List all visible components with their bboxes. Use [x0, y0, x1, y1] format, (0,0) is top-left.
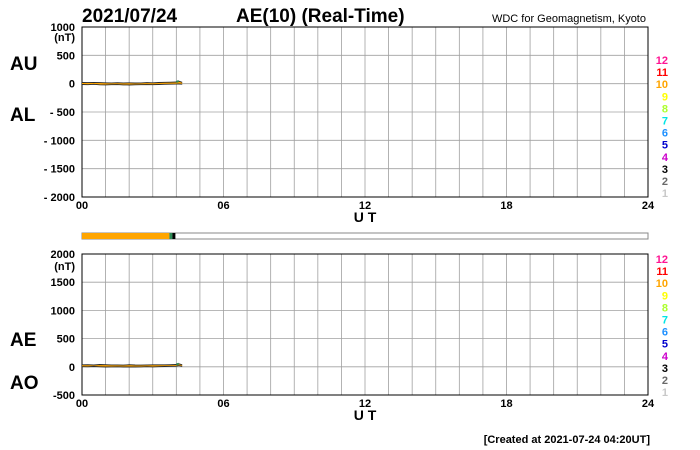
legend-level-7: 7: [662, 315, 668, 327]
y-tick-label: 2000: [51, 249, 75, 261]
date-title: 2021/07/24: [82, 6, 178, 27]
y-tick-label: 500: [57, 50, 75, 62]
chart-title: AE(10) (Real-Time): [236, 6, 405, 27]
legend-level-4: 4: [662, 351, 669, 363]
y-tick-label: - 2000: [44, 192, 75, 204]
series-band: [82, 363, 183, 367]
y-tick-label: - 1000: [44, 135, 75, 147]
y-tick-label: 500: [57, 334, 75, 346]
al-label: AL: [10, 105, 36, 126]
x-tick-label: 12: [359, 200, 371, 212]
legend-level-10: 10: [656, 278, 668, 290]
y-tick-label: 1500: [51, 277, 75, 289]
ae-label: AE: [10, 330, 36, 351]
y-tick-label: 0: [69, 79, 75, 91]
legend-level-8: 8: [662, 302, 668, 314]
y-tick-label: - 500: [50, 107, 75, 119]
unit-label-bottom: (nT): [54, 261, 75, 273]
x-axis-label: U T: [354, 209, 377, 225]
x-tick-label: 18: [500, 398, 512, 410]
latest-segment: [175, 362, 180, 366]
legend-level-3: 3: [662, 363, 668, 375]
legend-level-5: 5: [662, 140, 668, 152]
y-tick-label: 1000: [51, 22, 75, 34]
x-tick-label: 00: [76, 398, 88, 410]
legend-level-7: 7: [662, 116, 668, 128]
unit-label-top: (nT): [54, 32, 75, 44]
x-tick-label: 12: [359, 398, 371, 410]
legend-level-3: 3: [662, 164, 668, 176]
ao-label: AO: [10, 373, 39, 394]
legend-level-1: 1: [662, 188, 668, 200]
series-line-1: [81, 83, 183, 86]
legend-level-12: 12: [656, 55, 668, 67]
series-line-1: [81, 365, 183, 368]
plot-frame: [81, 26, 649, 198]
latest-segment: [175, 80, 180, 83]
legend-level-8: 8: [662, 103, 668, 115]
plot-frame: [81, 253, 649, 396]
x-tick-label: 00: [76, 200, 88, 212]
legend-level-9: 9: [662, 290, 668, 302]
legend-level-11: 11: [656, 67, 668, 79]
series-line-0: [81, 363, 183, 366]
coverage-fill-edge: [172, 233, 176, 239]
x-tick-label: 18: [500, 200, 512, 212]
au-label: AU: [10, 54, 37, 75]
y-tick-label: -500: [53, 390, 75, 402]
legend-level-12: 12: [656, 254, 668, 266]
x-tick-label: 24: [642, 398, 655, 410]
x-tick-label: 06: [217, 398, 229, 410]
data-coverage-bar: [81, 232, 649, 240]
legend-level-9: 9: [662, 91, 668, 103]
y-tick-label: 1000: [51, 305, 75, 317]
coverage-fill: [82, 233, 170, 239]
x-axis-label: U T: [354, 407, 377, 423]
legend-level-5: 5: [662, 339, 668, 351]
coverage-fill-recent: [169, 233, 173, 239]
legend-level-6: 6: [662, 327, 668, 339]
legend-level-10: 10: [656, 79, 668, 91]
legend-level-2: 2: [662, 375, 668, 387]
legend-level-11: 11: [656, 266, 668, 278]
y-tick-label: - 1500: [44, 164, 75, 176]
source-label: WDC for Geomagnetism, Kyoto: [492, 13, 646, 25]
legend-level-6: 6: [662, 128, 668, 140]
created-timestamp: [Created at 2021-07-24 04:20UT]: [484, 434, 651, 446]
y-tick-label: 0: [69, 362, 75, 374]
legend-level-1: 1: [662, 387, 668, 399]
legend-level-2: 2: [662, 176, 668, 188]
x-tick-label: 24: [642, 200, 655, 212]
series-line-0: [81, 80, 183, 84]
x-tick-label: 06: [217, 200, 229, 212]
legend-level-4: 4: [662, 152, 669, 164]
